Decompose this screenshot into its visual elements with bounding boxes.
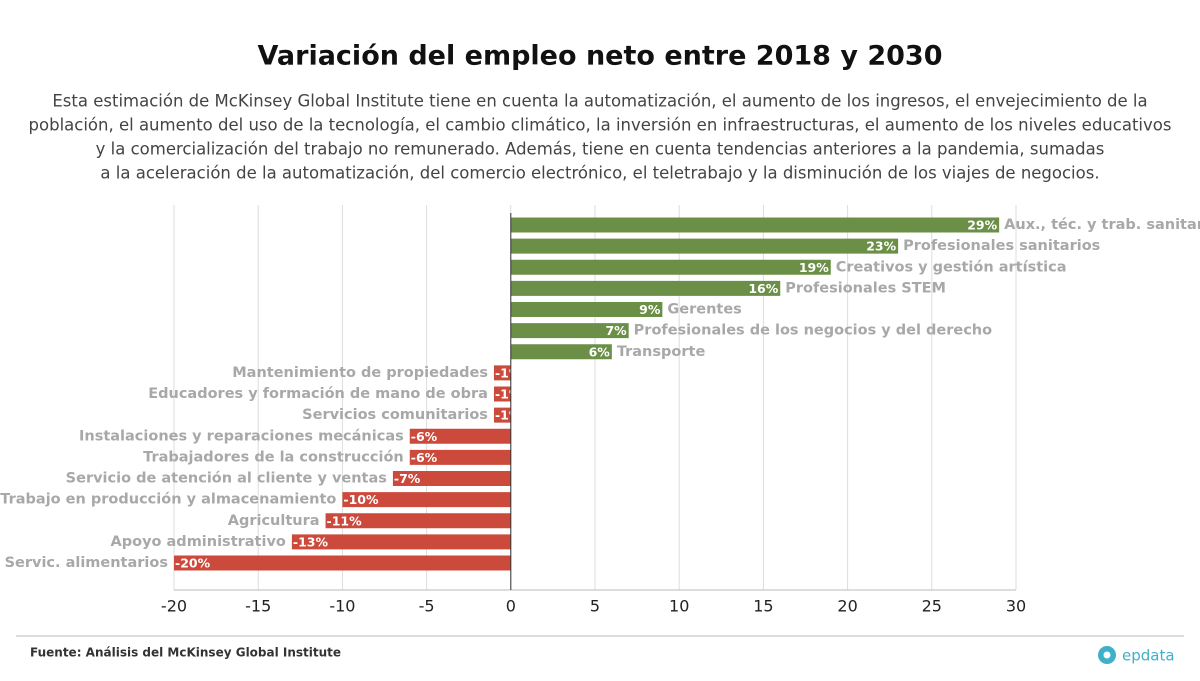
- bar: [325, 513, 511, 529]
- x-tick-label: 15: [753, 597, 773, 616]
- category-label: Aux., téc. y trab. sanitarios: [1004, 217, 1200, 233]
- value-label: -10%: [343, 492, 379, 507]
- value-label: -1%: [495, 365, 522, 380]
- bar: [409, 428, 511, 444]
- bar: [510, 259, 831, 275]
- category-label: Trabajo en producción y almacenamiento: [0, 492, 336, 508]
- bar: [493, 407, 511, 423]
- category-label: Profesionales de los negocios y del dere…: [634, 323, 992, 339]
- logo-icon-center: [1103, 651, 1111, 659]
- source: Fuente: Análisis del McKinsey Global Ins…: [30, 646, 341, 660]
- x-tick-label: 30: [1006, 597, 1026, 616]
- bar: [510, 238, 899, 254]
- bar: [493, 365, 511, 381]
- value-label: -6%: [411, 429, 438, 444]
- value-label: -6%: [411, 450, 438, 465]
- value-label: -11%: [327, 513, 363, 528]
- x-tick-label: 10: [669, 597, 689, 616]
- category-label: Instalaciones y reparaciones mecánicas: [79, 428, 404, 444]
- value-label: 23%: [866, 239, 896, 254]
- bar: [510, 280, 781, 296]
- category-label: Gerentes: [667, 302, 741, 318]
- category-label: Servic. alimentarios: [5, 555, 168, 571]
- category-label: Transporte: [617, 344, 706, 360]
- bar: [342, 492, 511, 508]
- subtitle: Esta estimación de McKinsey Global Insti…: [52, 92, 1147, 111]
- value-label: 19%: [799, 260, 829, 275]
- subtitle: y la comercialización del trabajo no rem…: [96, 140, 1105, 159]
- value-label: -1%: [495, 408, 522, 423]
- logo: epdata: [1122, 647, 1175, 665]
- bar: [409, 449, 511, 465]
- category-label: Servicios comunitarios: [302, 407, 488, 423]
- bar: [510, 323, 629, 339]
- x-tick-label: 5: [590, 597, 600, 616]
- bar: [392, 471, 511, 486]
- category-label: Apoyo administrativo: [111, 534, 286, 550]
- bar: [510, 302, 663, 317]
- x-tick-label: -5: [419, 597, 435, 616]
- category-label: Profesionales sanitarios: [903, 238, 1100, 254]
- x-tick-label: -20: [161, 597, 187, 616]
- x-tick-label: -10: [329, 597, 355, 616]
- category-label: Educadores y formación de mano de obra: [148, 386, 488, 402]
- bar: [174, 555, 511, 571]
- category-label: Trabajadores de la construcción: [143, 449, 404, 465]
- value-label: -1%: [495, 387, 522, 402]
- x-tick-label: 25: [922, 597, 942, 616]
- x-tick-label: -15: [245, 597, 271, 616]
- value-label: 16%: [748, 281, 778, 296]
- value-label: -7%: [394, 471, 421, 486]
- category-label: Agricultura: [228, 513, 320, 529]
- category-label: Creativos y gestión artística: [836, 259, 1067, 275]
- value-label: 9%: [639, 302, 661, 317]
- x-tick-label: 20: [837, 597, 857, 616]
- value-label: 29%: [967, 218, 997, 233]
- value-label: 6%: [589, 344, 611, 359]
- chart-title: Variación del empleo neto entre 2018 y 2…: [258, 41, 943, 72]
- value-label: 7%: [605, 323, 627, 338]
- bar: [291, 534, 511, 550]
- subtitle: a la aceleración de la automatización, d…: [100, 164, 1099, 183]
- bar: [510, 344, 612, 360]
- value-label: -13%: [293, 534, 329, 549]
- category-label: Profesionales STEM: [785, 280, 946, 296]
- subtitle: población, el aumento del uso de la tecn…: [29, 116, 1172, 135]
- bar: [510, 217, 1000, 233]
- x-tick-label: 0: [506, 597, 516, 616]
- bar: [493, 386, 511, 402]
- category-label: Mantenimiento de propiedades: [232, 365, 488, 381]
- value-label: -20%: [175, 556, 211, 571]
- category-label: Servicio de atención al cliente y ventas: [66, 471, 387, 487]
